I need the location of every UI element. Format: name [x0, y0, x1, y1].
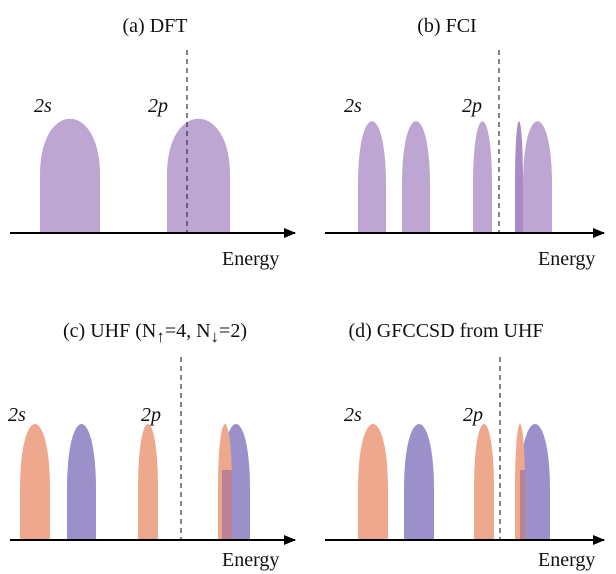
orbital-label-2s: 2s [34, 95, 52, 117]
orbital-label-2p: 2p [148, 95, 168, 117]
energy-axis-label: Energy [538, 549, 595, 571]
panel-title: (b) FCI [417, 15, 476, 37]
peak-2s [40, 118, 100, 233]
orbital-label-2s: 2s [344, 95, 362, 117]
peak-2p-up [474, 424, 494, 540]
orbital-label-2p: 2p [463, 404, 483, 426]
peak-2s-1 [358, 121, 386, 233]
peak-2s-up [20, 424, 50, 540]
panel-uhf: (c) UHF (N↑=4, N↓=2) 2s 2p Energy [8, 320, 296, 571]
peak-2s-down [404, 424, 434, 540]
panel-dft: (a) DFT 2s 2p Energy [10, 15, 296, 270]
energy-axis-label: Energy [222, 248, 279, 270]
peak-2p-up [138, 424, 158, 540]
peak-2s-up [358, 424, 388, 540]
orbital-label-2s: 2s [8, 404, 26, 426]
panel-title: (a) DFT [123, 15, 188, 37]
orbital-label-2p: 2p [462, 95, 482, 117]
panel-title: (d) GFCCSD from UHF [348, 320, 543, 342]
peak-2p-2 [523, 121, 552, 233]
peak-overlap [520, 470, 525, 540]
peak-2s-down [67, 424, 96, 540]
energy-axis-label: Energy [538, 248, 595, 270]
peak-2p-3 [515, 121, 523, 233]
peak-2s-2 [402, 121, 430, 233]
panel-title: (c) UHF (N↑=4, N↓=2) [63, 320, 247, 346]
panel-gfccsd: (d) GFCCSD from UHF 2s 2p Energy [325, 320, 605, 571]
orbital-label-2s: 2s [344, 404, 362, 426]
panel-fci: (b) FCI 2s 2p Energy [325, 15, 605, 270]
peak-overlap [222, 470, 232, 540]
peak-2p-down [520, 424, 550, 540]
peak-2p [167, 118, 230, 233]
energy-axis-label: Energy [222, 549, 279, 571]
orbital-label-2p: 2p [141, 404, 161, 426]
peak-2p-1 [473, 121, 492, 233]
